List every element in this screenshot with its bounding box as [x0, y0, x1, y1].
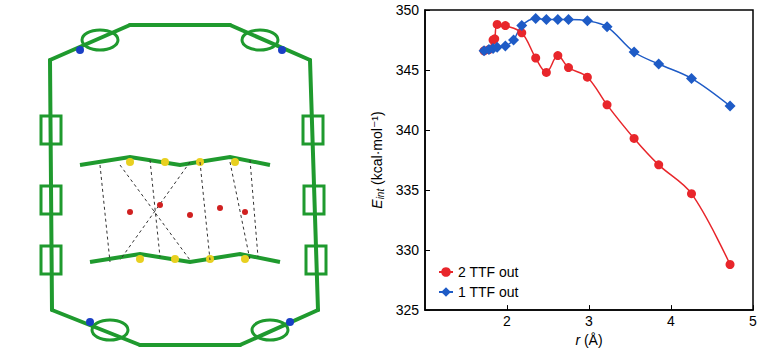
- svg-text:340: 340: [396, 122, 420, 138]
- svg-text:1 TTF out: 1 TTF out: [458, 284, 519, 300]
- svg-text:5: 5: [749, 313, 757, 329]
- svg-text:335: 335: [396, 182, 420, 198]
- svg-text:(kcal·mol⁻¹): (kcal·mol⁻¹): [369, 111, 385, 188]
- svg-text:(Å): (Å): [580, 332, 603, 348]
- svg-text:3: 3: [585, 313, 593, 329]
- svg-text:345: 345: [396, 62, 420, 78]
- svg-text:E: E: [369, 199, 385, 209]
- svg-text:350: 350: [396, 2, 420, 18]
- svg-text:2 TTF out: 2 TTF out: [458, 264, 519, 280]
- svg-text:int: int: [374, 188, 386, 200]
- svg-text:r: r: [575, 332, 581, 348]
- svg-text:4: 4: [667, 313, 675, 329]
- svg-text:325: 325: [396, 302, 420, 318]
- svg-text:2: 2: [503, 313, 511, 329]
- svg-text:330: 330: [396, 242, 420, 258]
